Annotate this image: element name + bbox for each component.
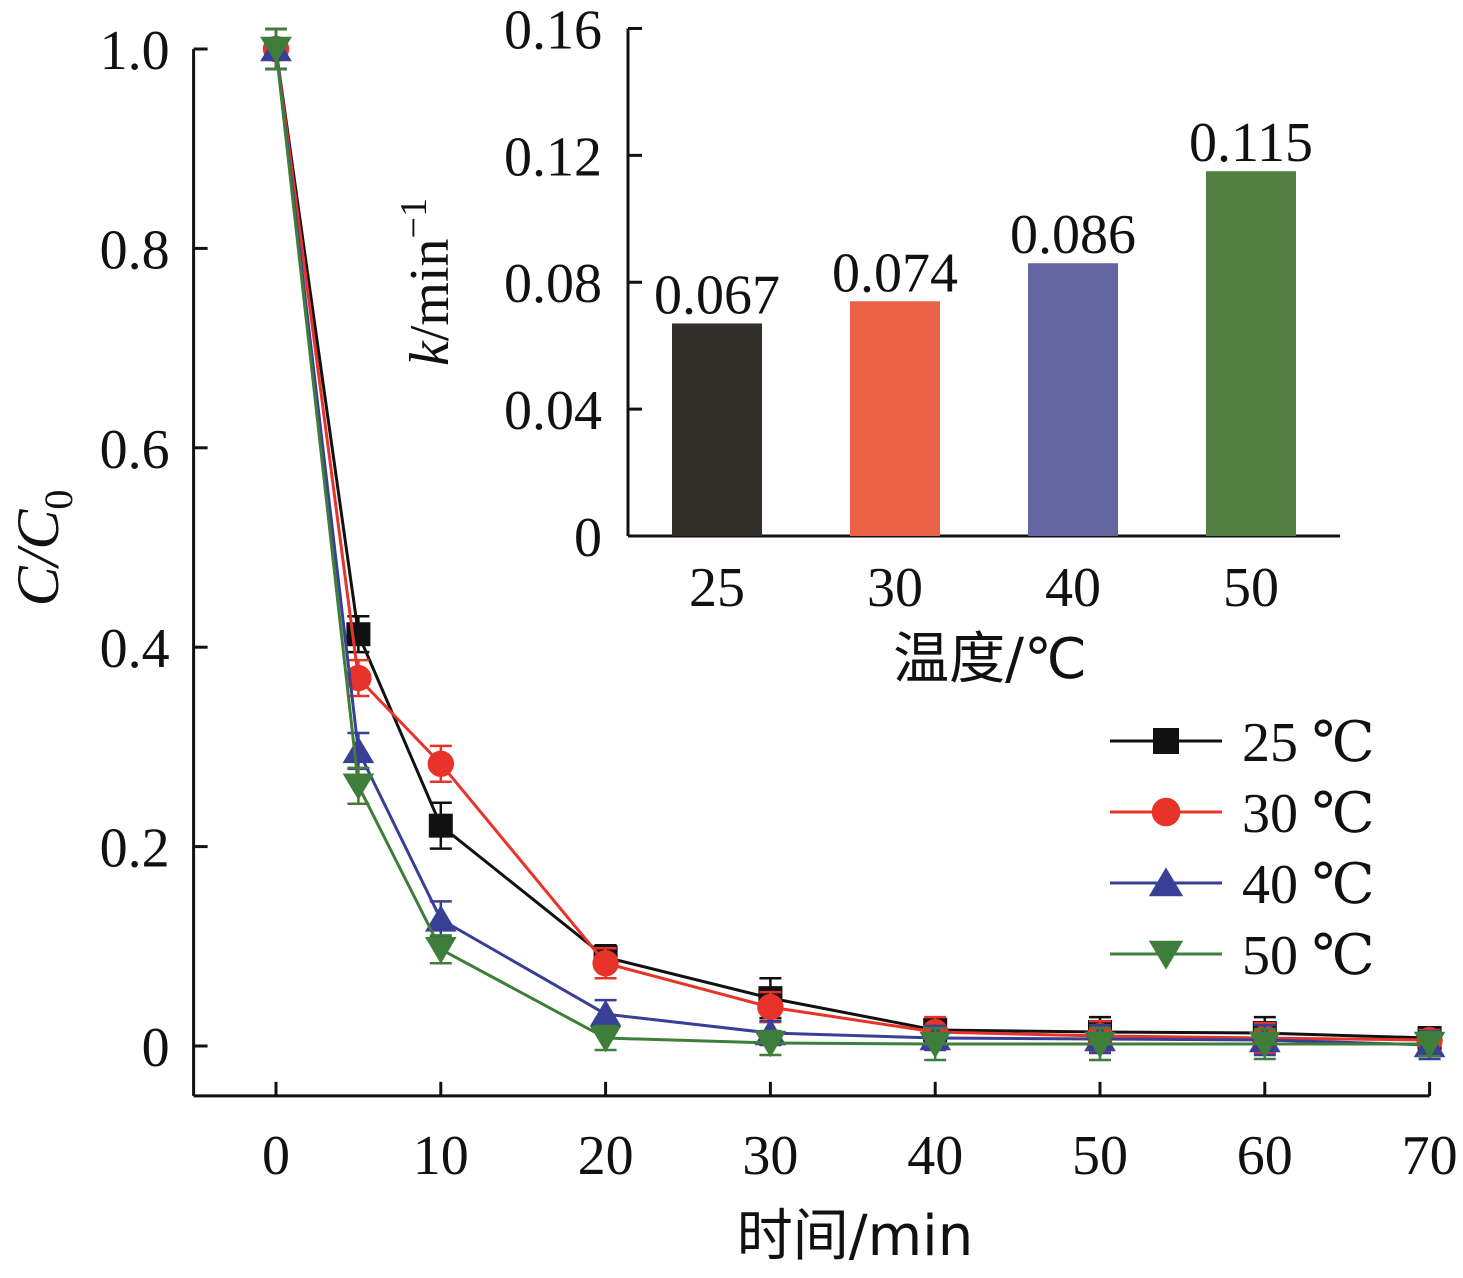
main-axes: 0 10 20 30 40 50 60 70 0 0.2 0.4 0.6 0.8 1.0	[100, 20, 1458, 1187]
bar-value-label: 0.074	[832, 242, 958, 304]
data-point	[1084, 1031, 1116, 1059]
bar	[1028, 263, 1118, 536]
legend-label: 50 ℃	[1242, 925, 1375, 987]
y-tick-label: 0	[142, 1017, 170, 1079]
x-tick-label: 60	[1237, 1125, 1293, 1187]
data-point	[757, 993, 784, 1021]
inset-y-tick-label: 0.04	[504, 380, 602, 442]
inset-y-tick-label: 0	[574, 507, 602, 569]
data-point	[754, 1030, 787, 1058]
legend-marker	[1148, 940, 1184, 970]
inset-x-tick-label: 30	[867, 557, 923, 619]
bar	[850, 301, 940, 536]
y-axis-label-subscript: 0	[36, 490, 81, 510]
inset-y-axis-label: k/min−1	[393, 198, 461, 366]
bar-group: 0.115 50	[1189, 112, 1313, 619]
data-point	[589, 1025, 622, 1053]
x-tick-label: 0	[262, 1125, 290, 1187]
legend-label: 25 ℃	[1242, 712, 1375, 774]
data-point	[919, 1031, 952, 1059]
bar-value-label: 0.086	[1010, 204, 1136, 266]
inset-axes: 0 0.04 0.08 0.12 0.16	[504, 0, 1340, 569]
y-tick-label: 0.4	[100, 618, 170, 680]
inset-y-axis-label-superscript: −1	[393, 198, 435, 238]
bar-group: 0.067 25	[654, 264, 780, 619]
data-point	[342, 773, 375, 801]
x-tick-label: 10	[413, 1125, 469, 1187]
x-tick-label: 50	[1072, 1125, 1128, 1187]
x-tick-label: 70	[1402, 1125, 1458, 1187]
data-point	[424, 904, 457, 932]
data-point	[424, 937, 457, 964]
legend-item: 25 ℃	[1110, 712, 1375, 774]
bar	[672, 323, 762, 536]
legend-label: 30 ℃	[1242, 783, 1375, 845]
y-tick-label: 1.0	[100, 20, 170, 82]
y-tick-label: 0.6	[100, 419, 170, 481]
x-tick-label: 30	[742, 1125, 798, 1187]
inset-y-tick-label: 0.12	[504, 126, 602, 188]
data-point	[428, 813, 453, 838]
legend-item: 50 ℃	[1110, 925, 1375, 987]
legend-label: 40 ℃	[1242, 854, 1375, 916]
y-tick-label: 0.2	[100, 818, 170, 880]
data-point	[1248, 1031, 1281, 1059]
legend-item: 30 ℃	[1110, 783, 1375, 845]
inset-y-tick-label: 0.16	[504, 0, 602, 61]
y-axis-label: C/C0	[5, 490, 81, 607]
x-tick-label: 40	[907, 1125, 963, 1187]
y-tick-label: 0.8	[100, 219, 170, 281]
legend-marker	[1148, 867, 1184, 897]
inset-y-tick-label: 0.08	[504, 253, 602, 315]
bar-group: 0.086 40	[1010, 204, 1136, 619]
series-3	[260, 27, 1446, 1062]
data-point	[260, 36, 292, 64]
data-point	[592, 950, 619, 977]
x-axis-label: 时间/min	[737, 1204, 973, 1269]
bar-group: 0.074 30	[832, 242, 958, 619]
data-point	[589, 999, 622, 1027]
legend-marker	[1151, 797, 1181, 827]
data-point	[342, 736, 375, 764]
inset-x-axis-label: 温度/℃	[893, 627, 1087, 692]
legend-marker	[1153, 728, 1179, 754]
data-point	[427, 750, 454, 778]
data-point	[346, 622, 371, 647]
legend: 25 ℃ 30 ℃ 40 ℃ 50 ℃	[1110, 712, 1375, 987]
x-tick-label: 20	[578, 1125, 634, 1187]
main-series	[260, 27, 1446, 1062]
inset-bars: 0.067 25 0.074 30 0.086 40 0.115 50	[654, 112, 1313, 619]
bar-value-label: 0.067	[654, 264, 780, 326]
bar	[1206, 171, 1296, 536]
inset-x-tick-label: 40	[1045, 557, 1101, 619]
inset-x-tick-label: 50	[1223, 557, 1279, 619]
data-point	[1413, 1031, 1446, 1059]
bar-value-label: 0.115	[1189, 112, 1313, 174]
legend-item: 40 ℃	[1110, 854, 1375, 916]
inset-x-tick-label: 25	[689, 557, 745, 619]
